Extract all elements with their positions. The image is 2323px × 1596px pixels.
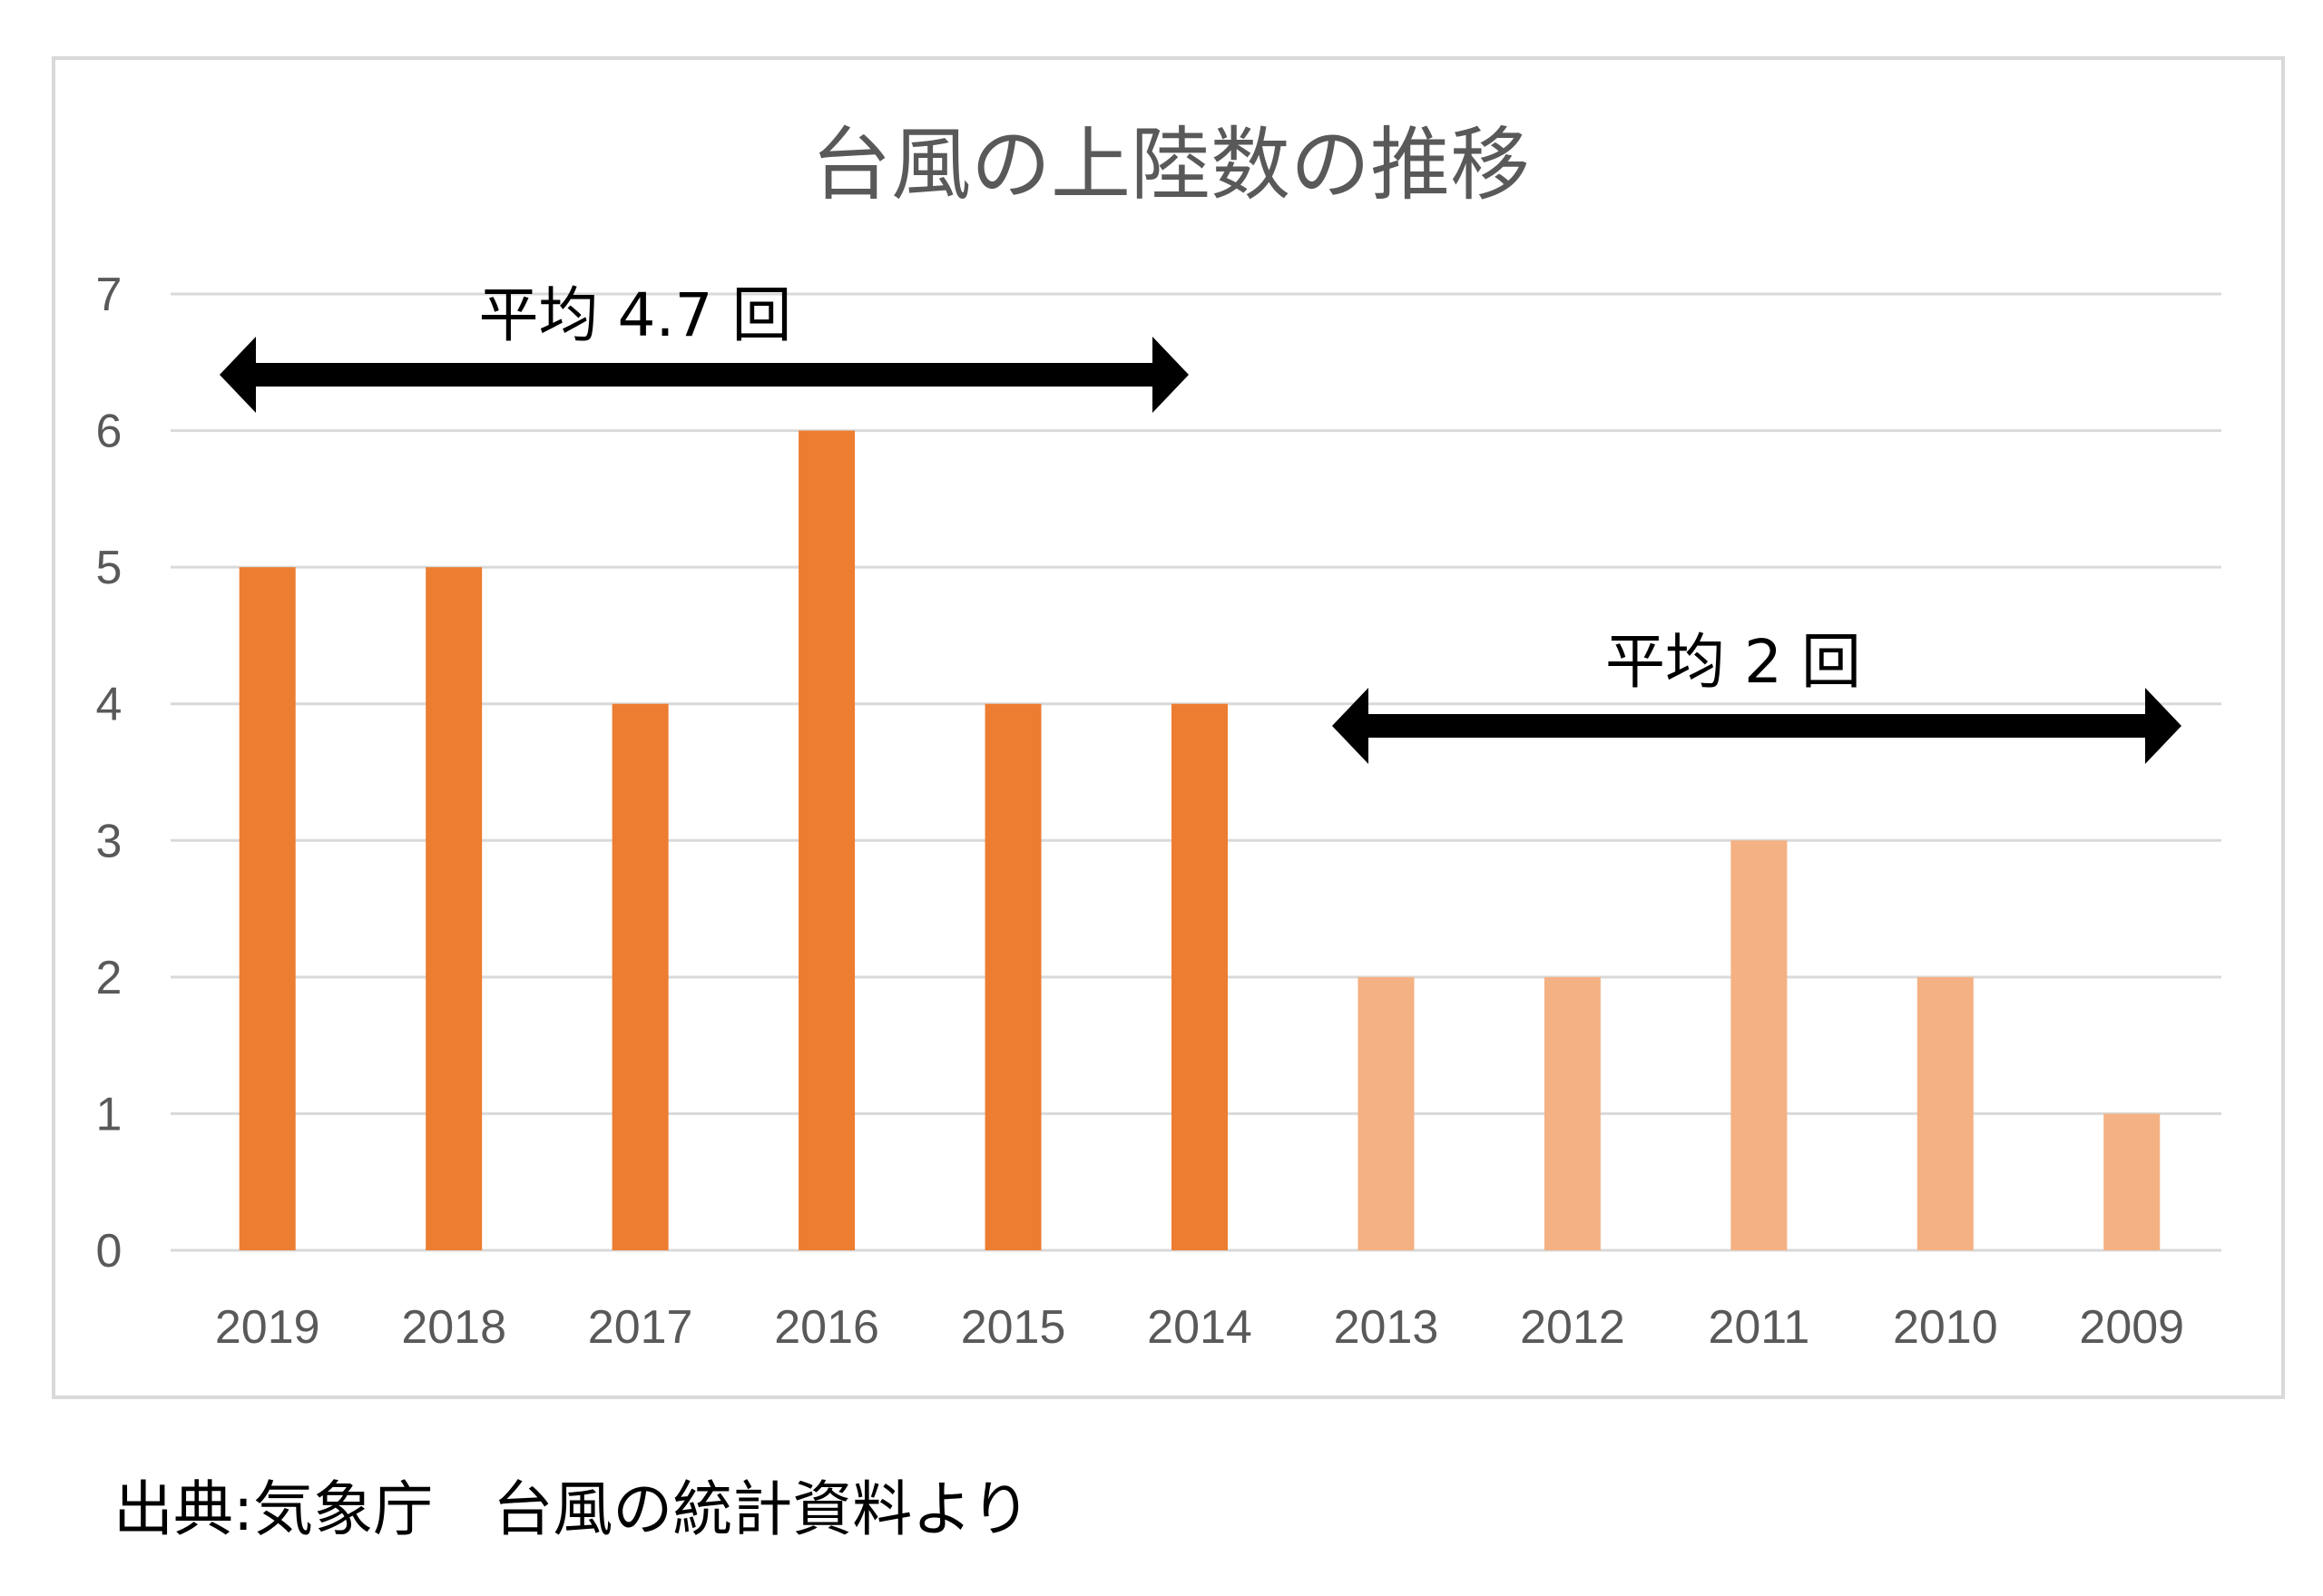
x-tick-label: 2015 (961, 1301, 1066, 1354)
y-tick-label: 5 (96, 542, 123, 594)
bar-2018 (426, 567, 483, 1250)
bar-2017 (612, 703, 669, 1250)
x-tick-label: 2017 (588, 1301, 693, 1354)
x-tick-label: 2018 (401, 1301, 506, 1354)
y-tick-label: 7 (96, 269, 123, 321)
bar-2011 (1730, 840, 1788, 1250)
x-tick-label: 2013 (1334, 1301, 1439, 1354)
average-arrow: 平均 2 回 (1332, 627, 2181, 764)
double-arrow (220, 337, 1189, 413)
average-arrow: 平均 4.7 回 (220, 280, 1189, 413)
y-axis-ticks: 0 1 2 3 4 5 6 7 (96, 269, 123, 1278)
x-tick-label: 2010 (1893, 1301, 1998, 1354)
bar-2015 (985, 703, 1042, 1250)
y-tick-label: 3 (96, 815, 123, 867)
y-tick-label: 4 (96, 679, 123, 731)
x-tick-label: 2011 (1708, 1301, 1809, 1354)
x-tick-label: 2009 (2079, 1301, 2184, 1354)
bar-2013 (1358, 976, 1415, 1250)
average-label: 平均 4.7 回 (479, 280, 792, 350)
bar-2010 (1916, 976, 1974, 1250)
x-tick-label: 2016 (774, 1301, 879, 1354)
bars (239, 430, 2161, 1251)
annotations: 平均 4.7 回平均 2 回 (220, 280, 2181, 764)
x-axis-ticks: 2019 2018 2017 2016 2015 2014 2013 2012 2011 2010… (215, 1301, 2184, 1354)
bar-2014 (1171, 703, 1228, 1250)
y-tick-label: 1 (96, 1088, 123, 1141)
y-tick-label: 0 (96, 1225, 123, 1278)
double-arrow (1332, 688, 2181, 764)
chart-title: 台風の上陸数の推移 (811, 118, 1530, 211)
bar-2012 (1544, 976, 1601, 1250)
average-label: 平均 2 回 (1605, 627, 1861, 697)
bar-2009 (2103, 1113, 2161, 1250)
x-tick-label: 2014 (1147, 1301, 1252, 1354)
bar-2016 (799, 430, 856, 1251)
x-tick-label: 2012 (1520, 1301, 1625, 1354)
source-note: 出典:気象庁 台風の統計資料より (113, 1474, 1031, 1544)
y-tick-label: 6 (96, 406, 123, 458)
y-tick-label: 2 (96, 952, 123, 1004)
bar-2019 (239, 567, 296, 1250)
x-tick-label: 2019 (215, 1301, 320, 1354)
